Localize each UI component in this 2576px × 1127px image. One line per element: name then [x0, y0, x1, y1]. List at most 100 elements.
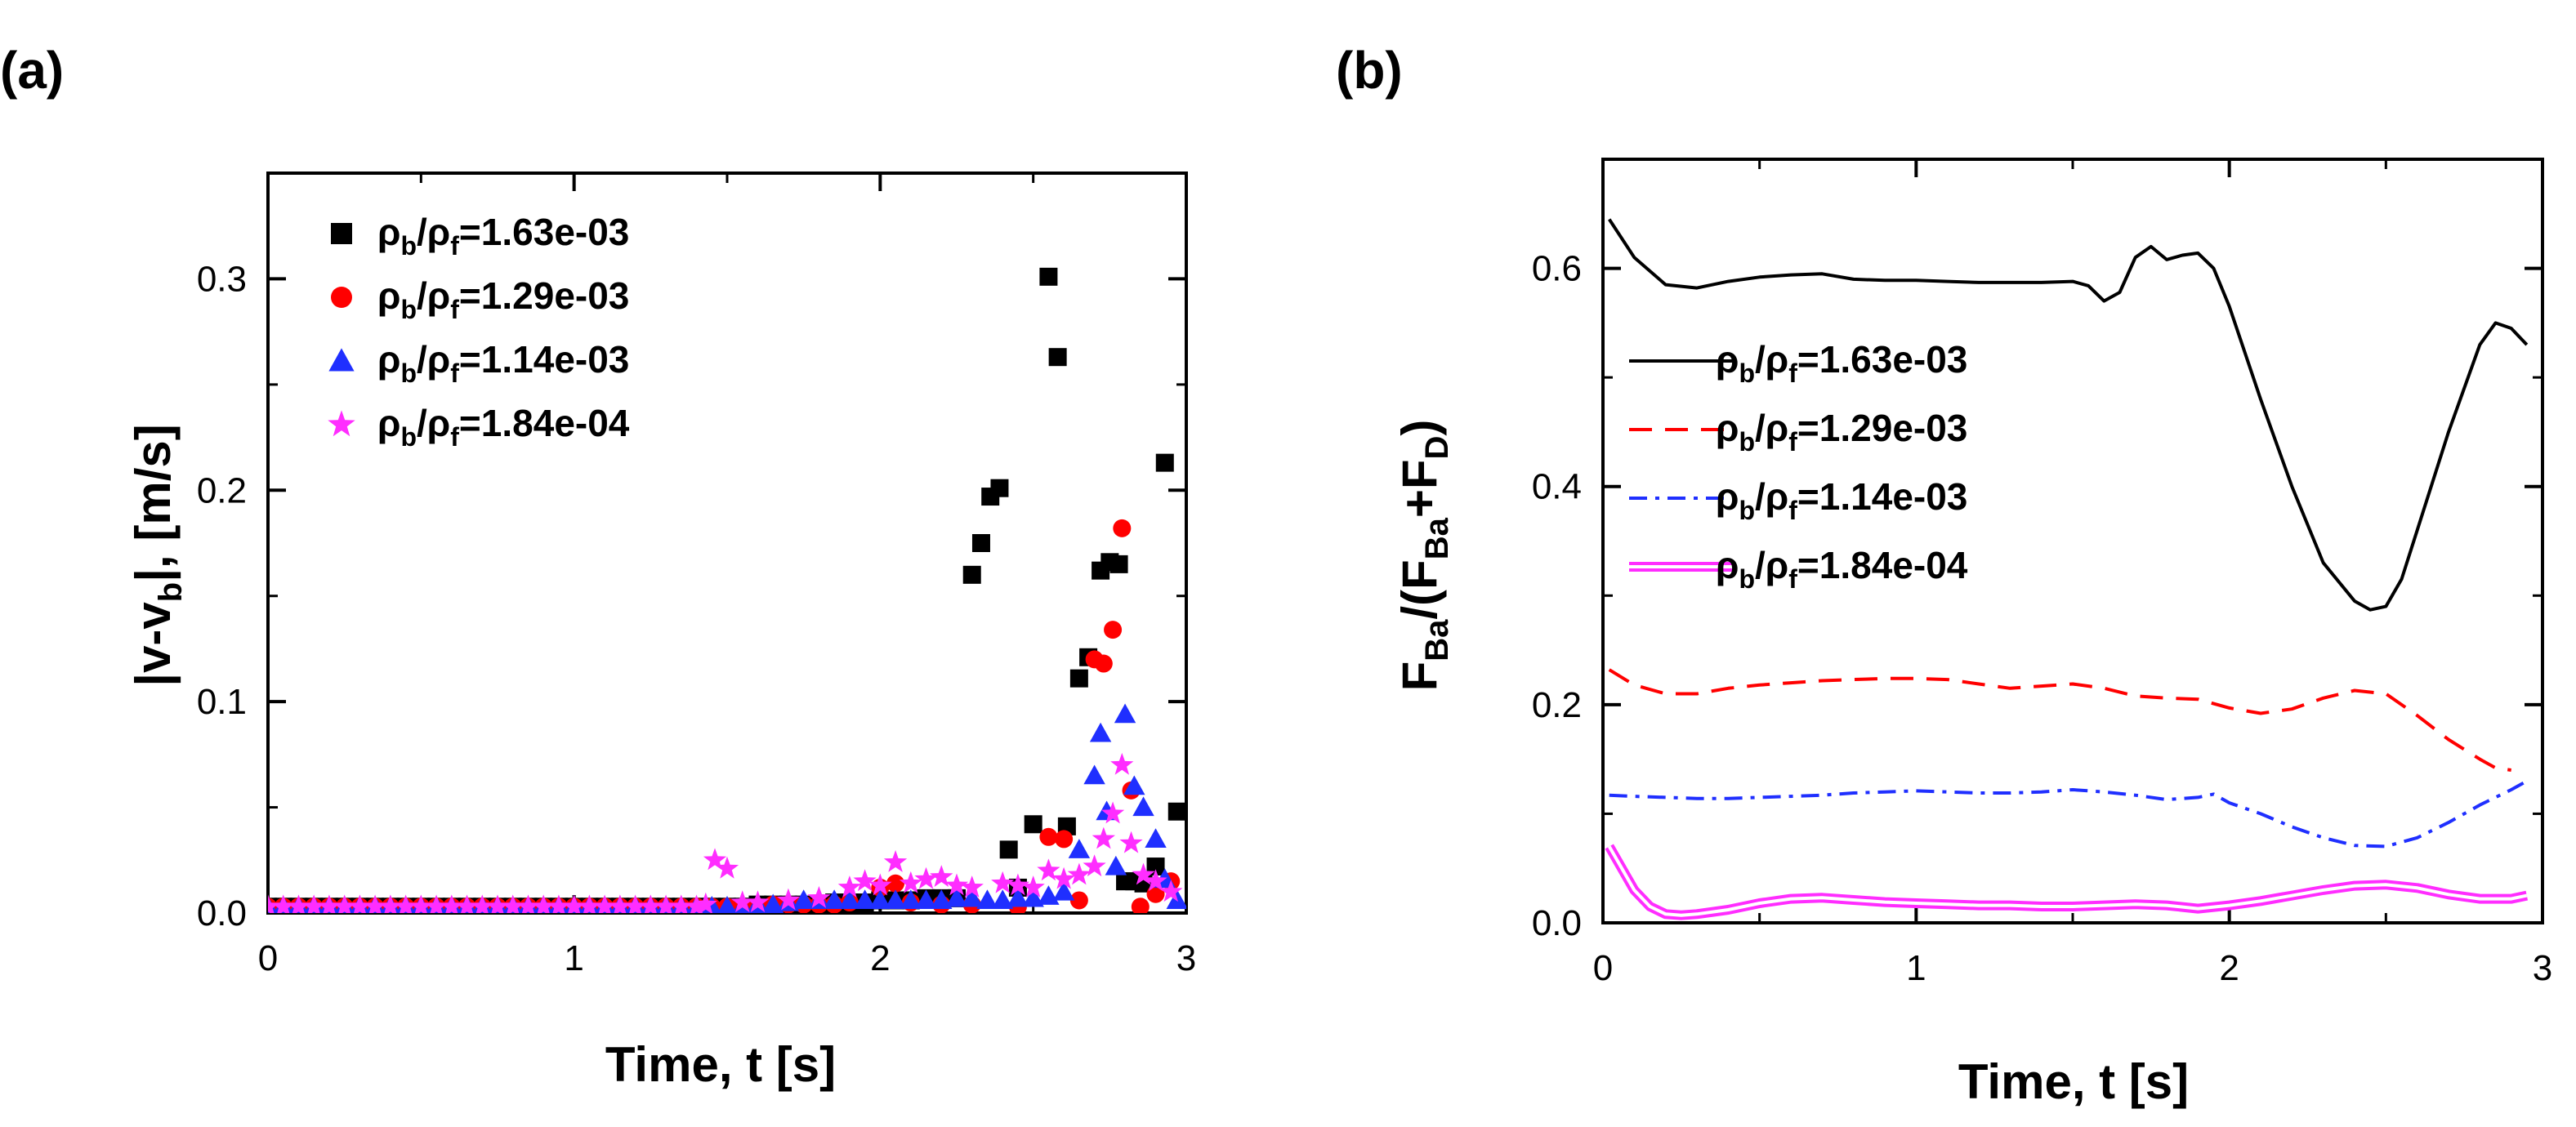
- data-point: [669, 894, 693, 913]
- x-tick-label: 0: [1593, 948, 1613, 988]
- data-point: [364, 894, 387, 913]
- data-point: [792, 889, 815, 910]
- data-point: [1144, 869, 1167, 892]
- data-point: [1123, 775, 1145, 795]
- data-point: [593, 894, 617, 913]
- data-point: [1092, 826, 1115, 849]
- data-point: [837, 875, 861, 898]
- data-point: [945, 887, 968, 907]
- y-tick-label: 0.1: [197, 682, 247, 722]
- data-point: [703, 848, 727, 871]
- plot-area: [268, 267, 1186, 913]
- series-line-inner: [1607, 845, 2528, 917]
- y-title-b-3: +F: [1392, 459, 1447, 518]
- data-point: [1145, 828, 1167, 848]
- series-2: [268, 519, 1181, 913]
- data-point: [823, 889, 846, 910]
- data-point: [915, 889, 937, 910]
- plot-area: [1605, 218, 2529, 920]
- data-point: [838, 889, 861, 910]
- data-point: [884, 889, 907, 910]
- data-point: [654, 894, 678, 913]
- data-point: [694, 892, 717, 913]
- legend-label: ρb/ρf=1.84e-04: [1716, 544, 1968, 594]
- legend-label: ρb/ρf=1.29e-03: [1716, 407, 1967, 457]
- y-tick-label: 0.0: [197, 893, 247, 933]
- data-point: [1069, 891, 1088, 910]
- data-point: [1132, 796, 1154, 817]
- y-tick-label: 0.0: [1532, 903, 1582, 943]
- data-point: [914, 866, 938, 889]
- y-tick-label: 0.4: [1532, 467, 1582, 507]
- x-tick-label: 3: [2533, 948, 2552, 988]
- y-tick-label: 0.3: [197, 259, 247, 299]
- data-point: [1055, 830, 1074, 849]
- data-point: [990, 479, 1009, 497]
- data-point: [1083, 854, 1106, 877]
- data-point: [1104, 621, 1123, 639]
- data-point: [455, 894, 479, 913]
- y-tick-label: 0.2: [197, 470, 247, 510]
- data-point: [899, 871, 922, 893]
- data-point: [1146, 858, 1165, 876]
- y-title-b-1: F: [1392, 662, 1447, 692]
- data-point: [762, 893, 784, 913]
- data-point: [1132, 862, 1155, 885]
- plot-frame: [1601, 158, 2544, 924]
- y-axis-title-b: FBa/(FBa+FD): [1392, 420, 1455, 692]
- x-tick-label: 1: [1906, 948, 1926, 988]
- legend-label: ρb/ρf=1.63e-03: [1716, 338, 1967, 388]
- data-point: [1146, 884, 1165, 903]
- data-point: [639, 894, 663, 913]
- panel-letter-a: (a): [0, 41, 64, 100]
- y-title-a-main: |v-v: [126, 602, 181, 687]
- data-point: [1006, 873, 1030, 896]
- data-point: [999, 840, 1018, 859]
- data-point: [1048, 348, 1067, 367]
- data-point: [1052, 866, 1076, 889]
- data-point: [1114, 703, 1136, 724]
- data-point: [471, 894, 494, 913]
- y-title-a-tail: |, [m/s]: [126, 424, 181, 581]
- data-point: [992, 889, 1014, 910]
- data-point: [485, 894, 510, 913]
- legend-a: ρb/ρf=1.63e-03 ρb/ρf=1.29e-03 ρb/ρf=1.14e-…: [328, 211, 630, 452]
- data-point: [853, 869, 877, 892]
- data-point: [746, 890, 770, 913]
- y-title-a-sub: b: [153, 582, 189, 602]
- data-point: [302, 894, 326, 913]
- legend-label: ρb/ρf=1.14e-03: [1716, 475, 1967, 525]
- series-4: [268, 752, 1183, 913]
- data-point: [900, 889, 922, 910]
- y-tick-label: 0.2: [1532, 685, 1582, 725]
- data-point: [883, 850, 908, 872]
- legend-label: ρb/ρf=1.63e-03: [377, 211, 629, 261]
- series-line: [1608, 218, 2529, 612]
- y-tick-label: 0.6: [1532, 249, 1582, 289]
- data-point: [1105, 855, 1127, 875]
- legend-marker: [328, 410, 355, 437]
- data-point: [317, 894, 342, 913]
- data-point: [440, 894, 463, 913]
- data-point: [776, 888, 801, 911]
- panel-b-plot: 0 1 2 3 0.0 0.2 0.4 0.6 ρb/ρf=1.63e-03 ρb/ρf=1.29…: [1532, 158, 2552, 988]
- data-point: [1119, 831, 1143, 853]
- legend-label: ρb/ρf=1.84e-04: [377, 402, 630, 452]
- data-point: [869, 889, 891, 910]
- data-point: [730, 890, 754, 913]
- data-point: [1101, 801, 1125, 824]
- data-point: [1109, 555, 1128, 573]
- data-point: [961, 887, 983, 907]
- data-point: [930, 865, 953, 887]
- data-point: [685, 894, 708, 913]
- data-point: [424, 894, 449, 913]
- data-point: [623, 894, 647, 913]
- data-point: [1113, 519, 1132, 537]
- panel-a-plot: 0 1 2 3 0.0 0.1 0.2 0.3 ρb/ρf=1.63e-03 ρb/ρf=1.29…: [197, 172, 1196, 978]
- data-point: [1007, 887, 1029, 907]
- y-title-b-1sub: Ba: [1419, 619, 1455, 662]
- data-point: [1159, 880, 1183, 902]
- data-point: [868, 873, 892, 896]
- data-point: [1024, 815, 1042, 834]
- data-point: [1131, 898, 1150, 913]
